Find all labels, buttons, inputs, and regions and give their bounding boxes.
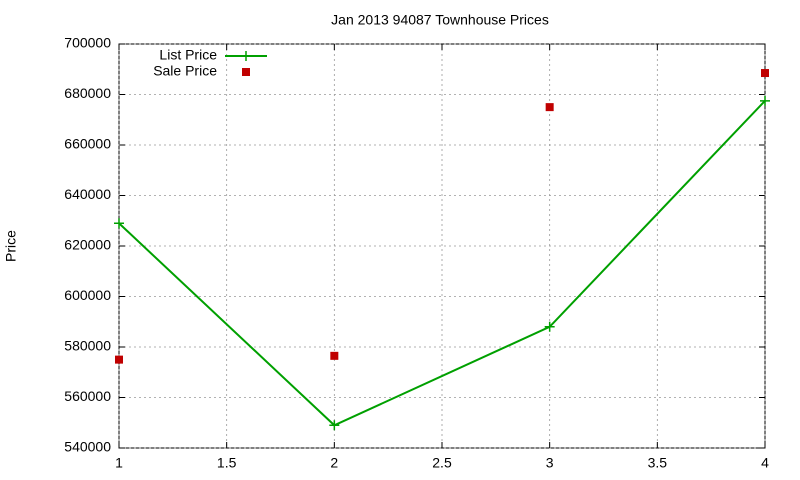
y-tick-label: 560000 [64,388,111,404]
y-axis-label: Price [3,230,19,262]
x-tick-label: 3 [546,455,554,471]
x-tick-label: 2 [330,455,338,471]
x-tick-label: 4 [761,455,769,471]
y-tick-label: 540000 [64,439,111,455]
legend-label: List Price [159,47,217,63]
legend-marker [241,51,251,61]
y-tick-label: 660000 [64,136,111,152]
point-marker [761,69,769,78]
legend-label: Sale Price [153,63,217,79]
point-marker [760,95,770,106]
point-marker [545,103,554,112]
point-marker [544,321,555,332]
series-line [118,100,766,427]
y-tick-label: 680000 [64,85,111,101]
y-tick-label: 620000 [64,237,111,253]
x-tick-label: 3.5 [648,455,668,471]
point-marker [329,420,340,431]
y-tick-label: 700000 [64,35,111,51]
point-marker [114,218,124,229]
y-tick-label: 600000 [64,287,111,303]
point-marker [115,355,123,364]
x-tick-label: 2.5 [432,455,452,471]
chart-title: Jan 2013 94087 Townhouse Prices [331,12,549,28]
x-tick-label: 1 [115,455,123,471]
x-tick-label: 1.5 [217,455,237,471]
point-marker [330,351,339,360]
y-tick-label: 640000 [64,186,111,202]
legend-marker [242,68,250,76]
y-tick-label: 580000 [64,338,111,354]
